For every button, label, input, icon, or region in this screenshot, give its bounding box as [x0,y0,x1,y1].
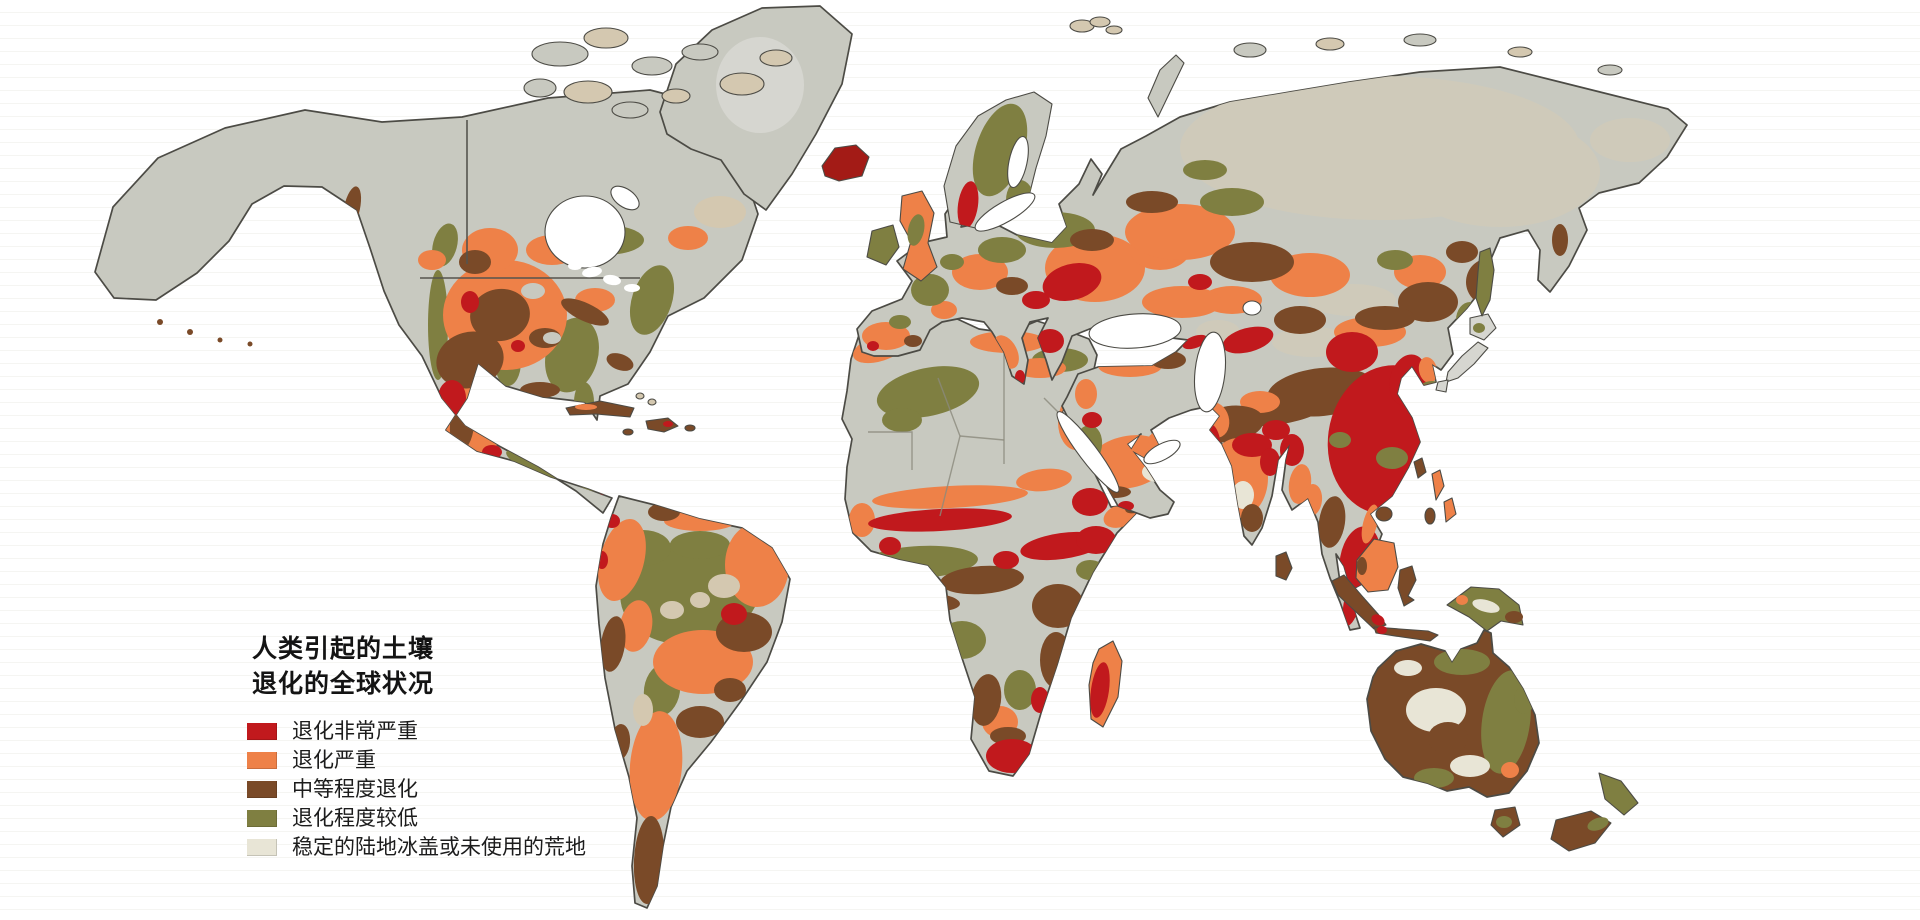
madagascar [1088,640,1123,728]
legend-items: 退化非常严重 退化严重 中等程度退化 退化程度较低 稳定的陆地冰盖或未使用的荒地 [247,719,586,859]
philippines-south [1443,497,1457,523]
legend-label-moderate: 中等程度退化 [292,777,418,801]
puerto-rico [684,424,696,432]
caribbean-islands [565,392,696,436]
philippines-north [1431,469,1445,501]
nz-north-island [1598,772,1639,816]
legend-swatch-moderate [247,781,277,798]
legend-row-moderate: 中等程度退化 [247,777,586,801]
iceland [821,144,870,182]
taiwan [1413,457,1427,479]
cuba [565,400,635,418]
east-asian-islands [1275,247,1497,581]
kyushu [1435,379,1449,393]
legend-label-stable: 稳定的陆地冰盖或未使用的荒地 [292,835,586,859]
hispaniola [645,417,679,433]
borneo [1355,538,1399,593]
map-legend: 人类引起的土壤 退化的全球状况 退化非常严重 退化严重 中等程度退化 退化程度较… [247,632,586,868]
arctic-islands [523,16,1623,119]
indonesia [1331,538,1439,642]
british-isles [866,190,938,282]
aleutian-islands [157,319,253,347]
hainan [1375,506,1393,522]
legend-row-severe: 退化严重 [247,748,586,772]
legend-row-low: 退化程度较低 [247,806,586,830]
seas-and-lakes [544,135,1262,493]
legend-label-low: 退化程度较低 [292,806,418,830]
jamaica [622,428,634,436]
sakhalin [1475,247,1495,317]
legend-label-very-severe: 退化非常严重 [292,719,418,743]
nz-south-island [1550,810,1612,852]
map-title-line1: 人类引起的土壤 [252,635,435,663]
continent-australia [1366,629,1540,798]
sumatra [1331,574,1387,630]
legend-label-severe: 退化严重 [292,748,376,772]
continent-eurasia [856,66,1688,631]
legend-swatch-stable [247,839,277,856]
sulawesi [1397,565,1417,607]
legend-swatch-low [247,810,277,827]
sri-lanka [1275,551,1293,581]
tasmania [1490,806,1521,838]
legend-swatch-severe [247,752,277,769]
new-guinea [1446,586,1524,632]
legend-row-stable: 稳定的陆地冰盖或未使用的荒地 [247,835,586,859]
map-title-line2: 退化的全球状况 [252,670,435,698]
legend-swatch-very-severe [247,723,277,740]
new-zealand [1550,772,1639,852]
continent-north-america [94,89,759,514]
continent-south-america [595,495,791,909]
legend-row-very-severe: 退化非常严重 [247,719,586,743]
map-title: 人类引起的土壤 退化的全球状况 [252,632,586,702]
